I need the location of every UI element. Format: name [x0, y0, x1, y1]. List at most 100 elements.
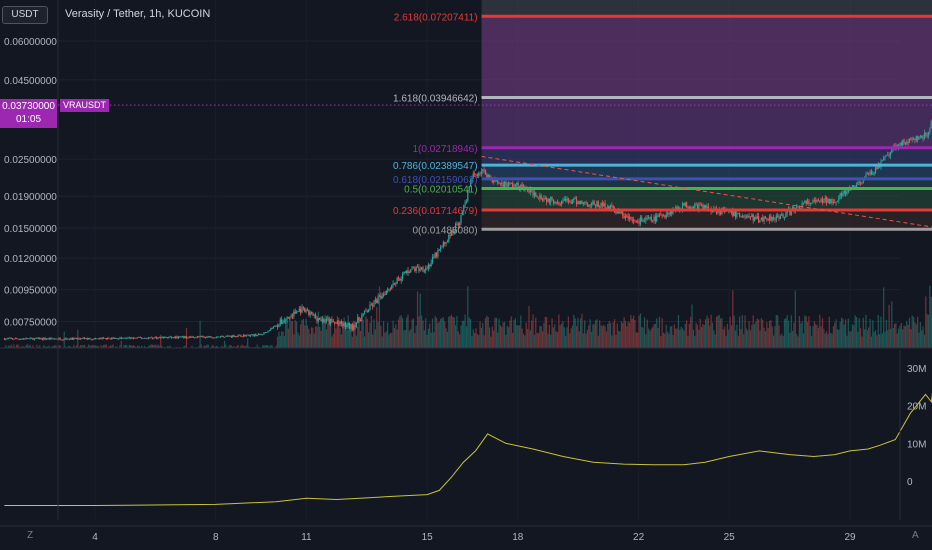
candle-body [637, 221, 639, 222]
volume-bar [105, 344, 107, 348]
volume-bar [536, 332, 538, 348]
candle-body [79, 338, 82, 340]
volume-bar [836, 329, 839, 348]
candle-body [295, 311, 298, 314]
candle-body [505, 181, 507, 186]
candle-body [154, 337, 156, 338]
volume-bars [3, 285, 932, 348]
candle-body [706, 206, 708, 208]
volume-bar [403, 330, 405, 348]
volume-bar [437, 322, 439, 348]
candle-body [93, 338, 95, 340]
candle-body [647, 217, 650, 219]
fib-retracement[interactable] [481, 0, 932, 230]
auto-scale-left-button[interactable]: Z [27, 530, 34, 541]
volume-bar [804, 315, 806, 348]
volume-bar [373, 319, 375, 348]
volume-bar [479, 321, 481, 348]
indicator-tick-label: 10M [907, 439, 926, 450]
volume-bar [79, 345, 82, 348]
volume-bar [396, 329, 398, 348]
candle-body [427, 264, 430, 269]
volume-bar [370, 315, 372, 348]
time-axis[interactable]: 48111518222529Apr58 [0, 525, 932, 543]
currency-button[interactable]: USDT [2, 6, 48, 24]
candle-body [603, 203, 605, 206]
candle-body [865, 174, 867, 178]
volume-bar [865, 314, 867, 348]
volume-bar [397, 319, 400, 348]
volume-bar [658, 316, 661, 348]
candle-body [395, 283, 397, 285]
volume-bar [264, 345, 266, 348]
volume-bar [150, 344, 152, 348]
candle-body [94, 338, 97, 340]
volume-bar [305, 318, 307, 348]
candle-body [771, 216, 773, 221]
volume-bar [487, 317, 489, 348]
volume-bar [703, 325, 705, 348]
volume-bar [210, 346, 212, 348]
volume-bar [491, 326, 493, 348]
trendline[interactable] [481, 155, 932, 230]
indicator-line [4, 392, 932, 506]
volume-bar [442, 317, 444, 348]
price-axis[interactable]: 0.06000000 0.04500000 0.02500000 0.01900000… [4, 0, 901, 520]
candle-body [811, 203, 813, 204]
fib-levels[interactable]: 2.618(0.07207411) 1.618(0.03946642) 1(0.02… [393, 12, 932, 236]
candle-body [59, 338, 61, 340]
volume-bar [834, 322, 836, 348]
volume-bar [153, 345, 155, 348]
candle-body [90, 339, 92, 341]
fib-level-label: 0.786(0.02389547) [393, 161, 478, 172]
volume-bar [351, 336, 353, 348]
volume-bar [623, 317, 625, 348]
candle-body [641, 217, 643, 222]
volume-bar [895, 323, 897, 348]
candle-body [914, 139, 916, 141]
volume-bar [681, 328, 684, 348]
volume-bar [104, 344, 106, 348]
time-tick-label: 15 [422, 532, 434, 543]
candle-body [256, 335, 258, 336]
volume-bar [722, 329, 724, 348]
candle-body [147, 337, 150, 339]
candle-body [869, 171, 871, 175]
volume-bar [164, 346, 166, 348]
volume-bar [421, 315, 423, 348]
volume-bar [626, 326, 628, 348]
volume-bar [82, 345, 84, 348]
volume-bar [911, 315, 913, 348]
candle-body [512, 183, 514, 187]
volume-bar [927, 314, 930, 348]
candle-body [271, 328, 273, 329]
candle-body [343, 322, 345, 326]
volume-bar [831, 333, 833, 348]
volume-bar [108, 346, 110, 348]
candle-body [872, 174, 874, 175]
candle-body [124, 337, 126, 339]
candle-body [77, 338, 79, 340]
volume-bar [904, 326, 907, 348]
volume-bar [797, 336, 799, 348]
candle-body [244, 334, 246, 337]
volume-bar [51, 346, 53, 348]
volume-bar [771, 326, 773, 348]
candle-body [732, 210, 734, 217]
volume-bar [556, 332, 559, 348]
volume-bar [802, 333, 805, 348]
volume-bar [573, 314, 575, 348]
volume-bar [570, 328, 572, 348]
candle-body [687, 206, 689, 208]
trendline-segment[interactable] [481, 155, 932, 230]
auto-scale-button[interactable]: A [912, 530, 919, 541]
volume-bar [391, 333, 393, 348]
volume-bar [480, 327, 483, 348]
candle-body [805, 201, 807, 204]
volume-bar [149, 345, 151, 348]
volume-bar [452, 316, 454, 348]
volume-bar [747, 330, 749, 348]
candle-body [373, 301, 375, 307]
price-tick-label: 0.04500000 [4, 76, 57, 87]
volume-bar [344, 325, 347, 348]
